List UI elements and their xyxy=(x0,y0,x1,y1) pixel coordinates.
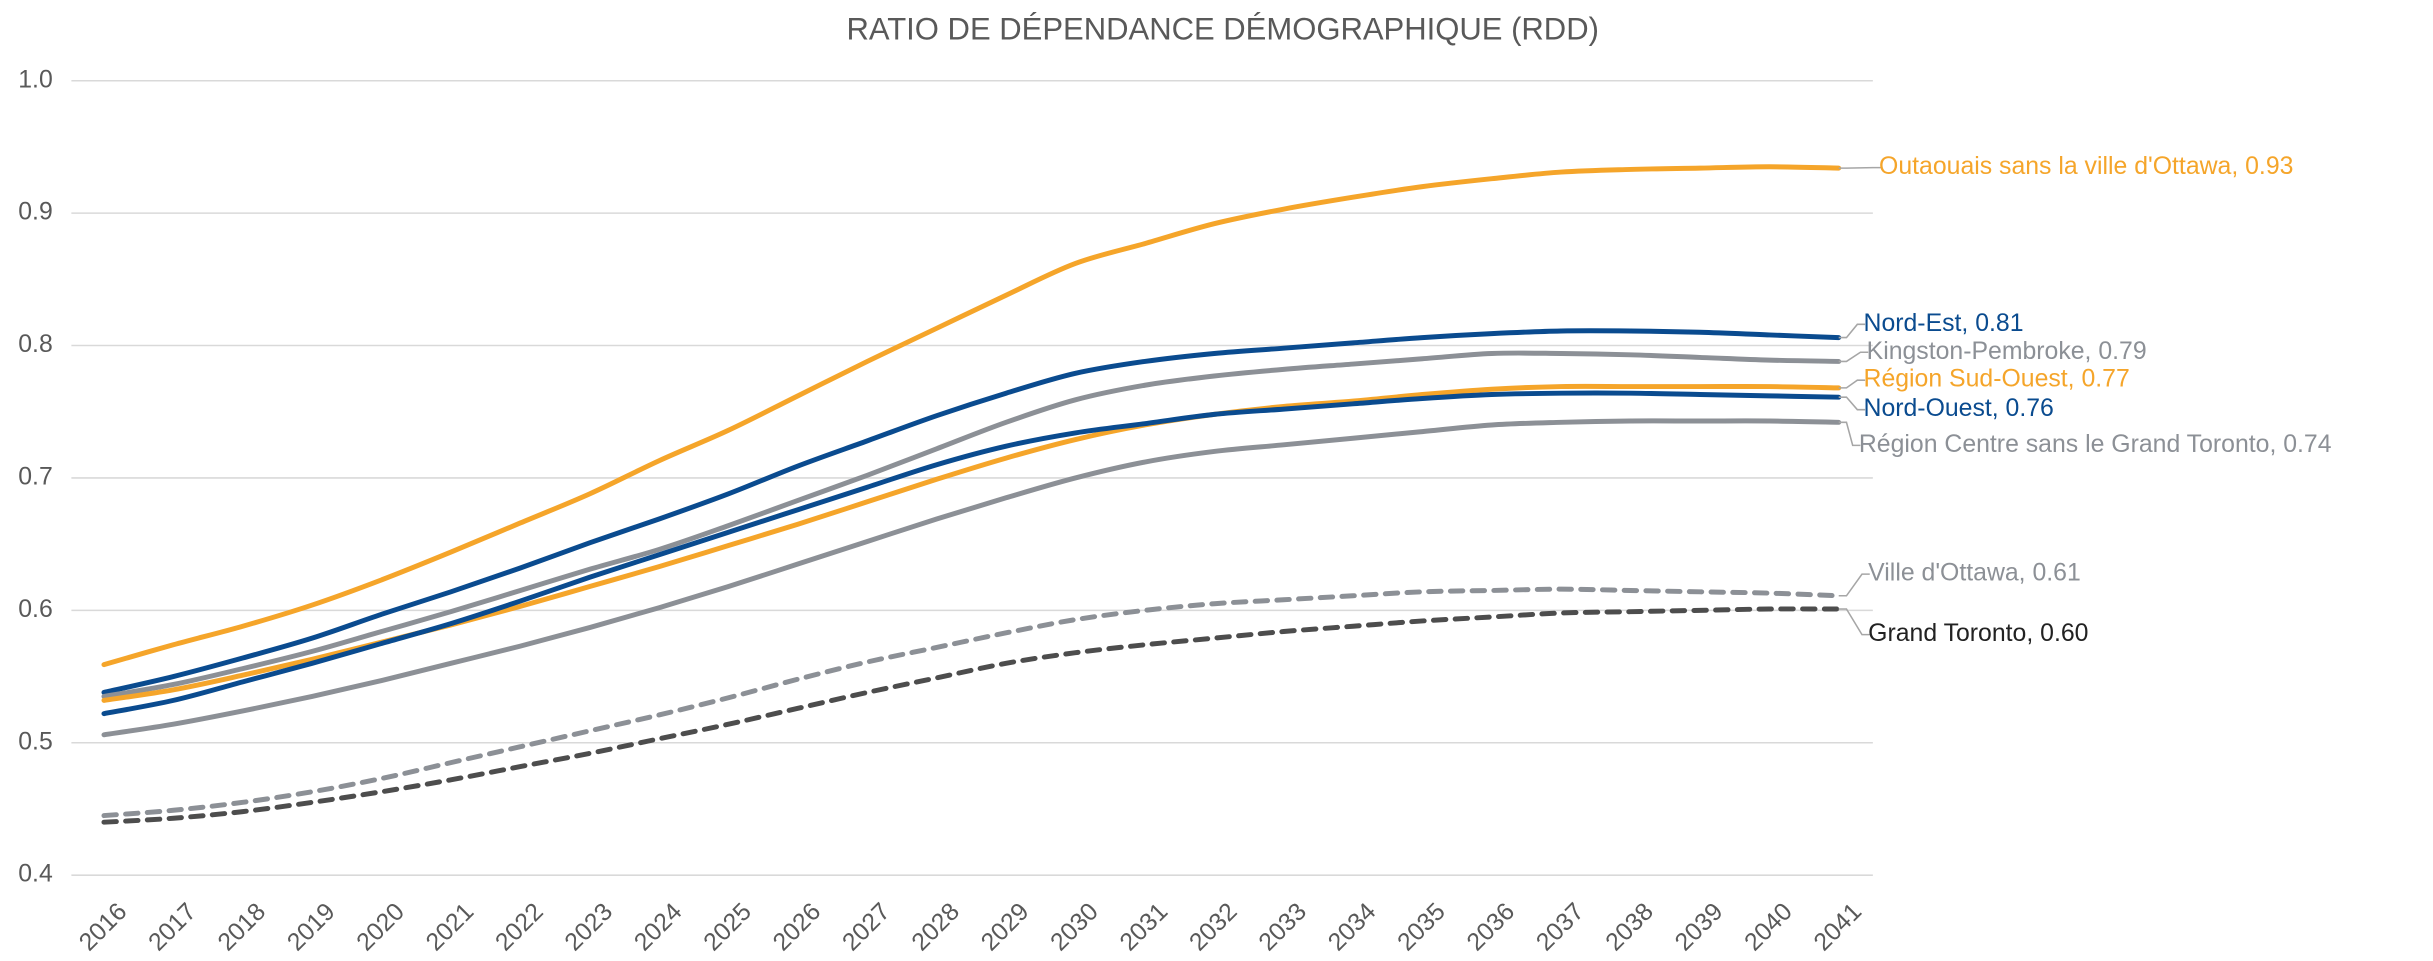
x-tick-label: 2018 xyxy=(213,898,271,956)
x-tick-label: 2039 xyxy=(1670,898,1728,956)
x-tick-label: 2031 xyxy=(1115,898,1173,956)
series-label: Kingston-Pembroke, 0.79 xyxy=(1867,338,2147,365)
x-tick-label: 2021 xyxy=(421,898,479,956)
x-tick-label: 2025 xyxy=(699,898,757,956)
y-tick-label: 0.8 xyxy=(18,331,53,358)
y-tick-label: 1.0 xyxy=(18,66,53,93)
leader-line xyxy=(1838,421,1861,447)
x-tick-label: 2029 xyxy=(976,898,1034,956)
chart-title: RATIO DE DÉPENDANCE DÉMOGRAPHIQUE (RDD) xyxy=(846,11,1598,46)
x-tick-label: 2027 xyxy=(838,898,896,956)
x-tick-label: 2028 xyxy=(907,898,965,956)
leader-line xyxy=(1838,573,1870,597)
x-tick-label: 2034 xyxy=(1323,898,1381,956)
series-label: Nord-Est, 0.81 xyxy=(1864,310,2024,337)
line-series xyxy=(101,390,1842,717)
leader-line xyxy=(1838,396,1866,411)
y-tick-label: 0.7 xyxy=(18,464,53,491)
series-label: Région Sud-Ouest, 0.77 xyxy=(1864,366,2130,393)
line-series xyxy=(101,586,1842,819)
leader-line xyxy=(1838,351,1869,363)
x-tick-label: 2037 xyxy=(1531,898,1589,956)
series-label: Région Centre sans le Grand Toronto, 0.7… xyxy=(1859,431,2332,458)
leader-line xyxy=(1838,608,1870,636)
x-tick-label: 2016 xyxy=(74,898,132,956)
y-tick-label: 0.6 xyxy=(18,596,53,623)
leader-line xyxy=(1838,323,1866,339)
series-label: Outaouais sans la ville d'Ottawa, 0.93 xyxy=(1879,153,2293,180)
x-tick-label: 2035 xyxy=(1393,898,1451,956)
line-series xyxy=(101,164,1842,668)
line-series xyxy=(101,350,1842,699)
x-tick-label: 2026 xyxy=(768,898,826,956)
y-tick-label: 0.5 xyxy=(18,728,53,755)
y-tick-label: 0.4 xyxy=(18,861,53,888)
x-tick-label: 2040 xyxy=(1740,898,1798,956)
line-series xyxy=(101,418,1842,738)
x-tick-label: 2041 xyxy=(1809,898,1867,956)
x-tick-label: 2023 xyxy=(560,898,618,956)
x-tick-label: 2033 xyxy=(1254,898,1312,956)
line-series xyxy=(101,606,1842,825)
x-tick-label: 2036 xyxy=(1462,898,1520,956)
x-tick-label: 2024 xyxy=(629,898,687,956)
x-tick-label: 2017 xyxy=(144,898,202,956)
x-tick-label: 2032 xyxy=(1184,898,1242,956)
line-series xyxy=(101,328,1842,695)
series-label: Ville d'Ottawa, 0.61 xyxy=(1868,560,2081,587)
leader-line xyxy=(1838,379,1866,389)
series-label: Nord-Ouest, 0.76 xyxy=(1864,395,2054,422)
x-tick-label: 2038 xyxy=(1601,898,1659,956)
x-tick-label: 2020 xyxy=(352,898,410,956)
x-tick-label: 2022 xyxy=(491,898,549,956)
x-tick-label: 2030 xyxy=(1046,898,1104,956)
x-tick-label: 2019 xyxy=(282,898,340,956)
y-tick-label: 0.9 xyxy=(18,199,53,226)
series-label: Grand Toronto, 0.60 xyxy=(1868,620,2088,647)
